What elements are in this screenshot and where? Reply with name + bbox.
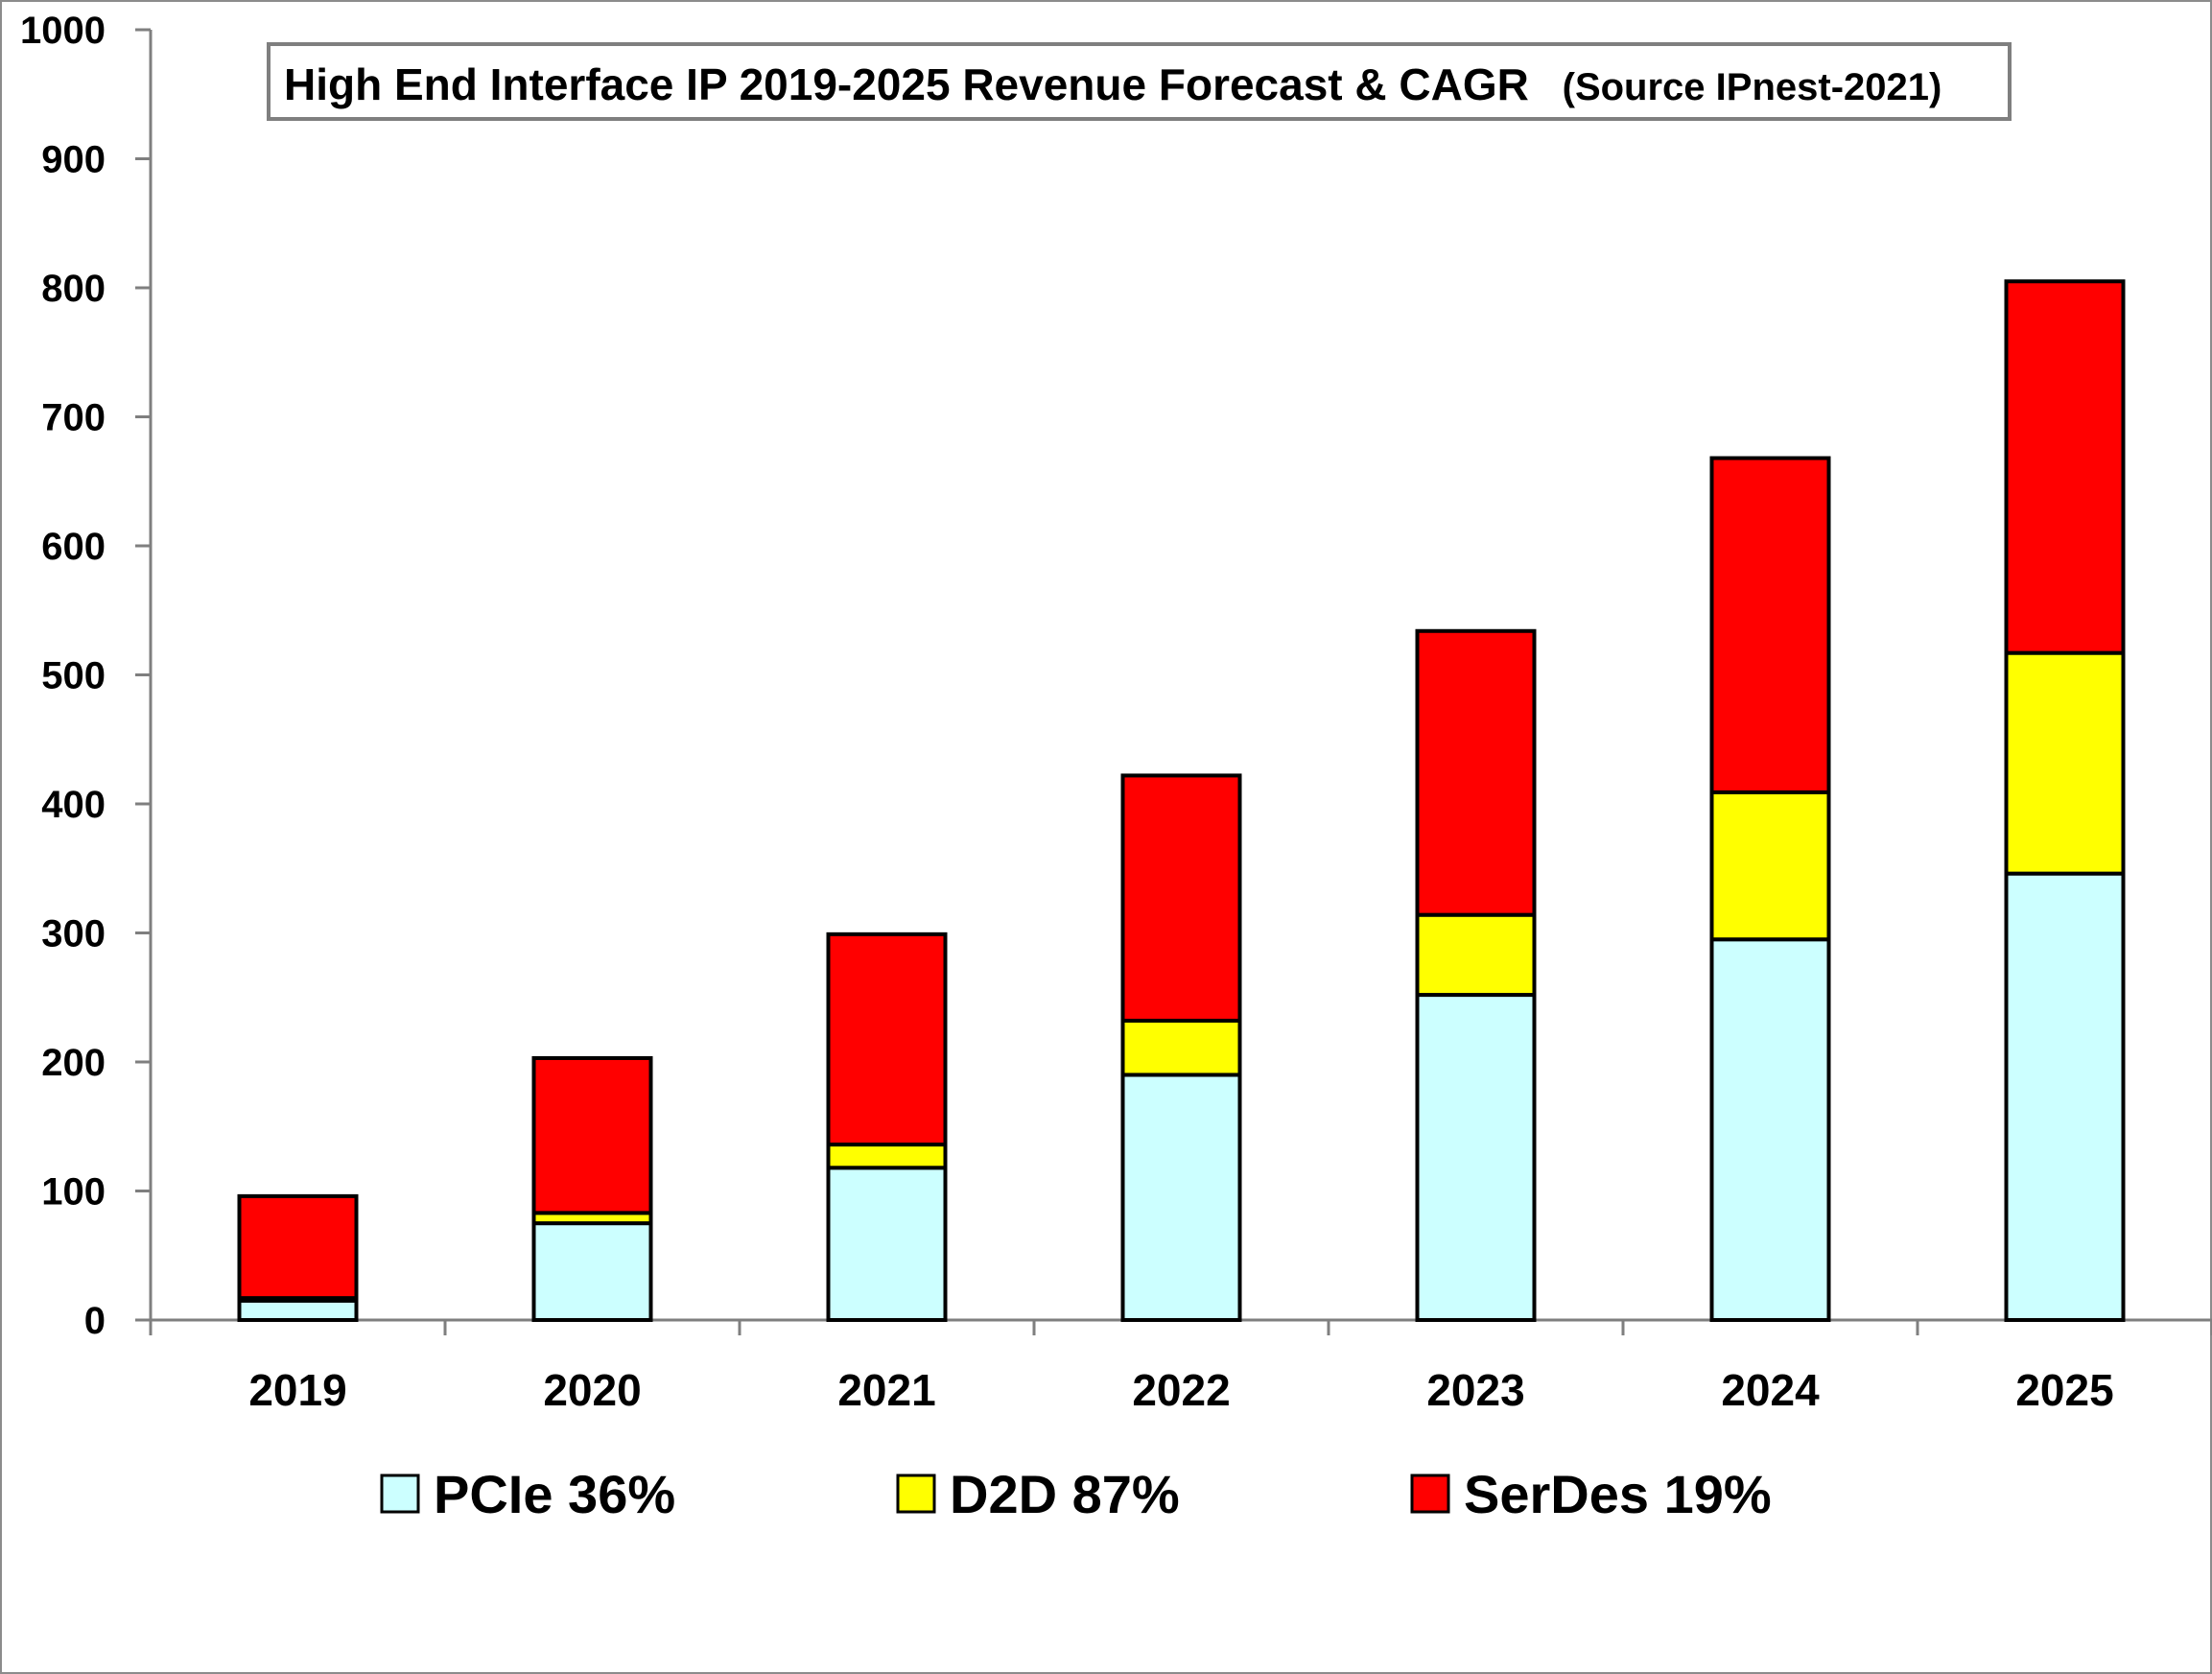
bar-segment-d2d-2021 — [826, 1143, 948, 1170]
y-tick-label: 500 — [41, 655, 106, 697]
bar-segment-serdes-2024 — [1709, 456, 1831, 794]
bar-segment-serdes-2022 — [1120, 773, 1242, 1023]
x-category-label: 2021 — [837, 1365, 935, 1415]
y-tick-label: 600 — [41, 526, 106, 568]
bar-segment-serdes-2020 — [531, 1055, 653, 1215]
legend-swatch-serdes — [1410, 1474, 1450, 1514]
bar-segment-pcie-2019 — [237, 1298, 359, 1322]
x-category-label: 2025 — [2015, 1365, 2113, 1415]
bar-segment-pcie-2024 — [1709, 937, 1831, 1322]
x-category-label: 2024 — [1721, 1365, 1820, 1415]
bars — [237, 279, 2126, 1323]
legend-swatch-pcie — [380, 1474, 420, 1514]
bar-segment-d2d-2024 — [1709, 790, 1831, 942]
bar-segment-serdes-2023 — [1415, 628, 1537, 917]
chart-title-box: High End Interface IP 2019-2025 Revenue … — [267, 42, 2012, 121]
bar-segment-pcie-2025 — [2004, 871, 2126, 1322]
legend-item-pcie: PCIe 36% — [380, 1464, 675, 1524]
y-tick-label: 0 — [84, 1300, 106, 1342]
x-category-label: 2020 — [543, 1365, 641, 1415]
legend-label-d2d: D2D 87% — [950, 1464, 1180, 1524]
bar-segment-pcie-2020 — [531, 1221, 653, 1322]
x-category-label: 2023 — [1426, 1365, 1524, 1415]
bar-segment-serdes-2019 — [237, 1193, 359, 1301]
legend-item-serdes: SerDes 19% — [1410, 1464, 1772, 1524]
bar-segment-pcie-2021 — [826, 1166, 948, 1323]
bar-segment-serdes-2021 — [826, 931, 948, 1147]
y-tick-label: 900 — [41, 139, 106, 181]
chart-title-source: (Source IPnest-2021) — [1563, 66, 1942, 108]
y-tick-label: 200 — [41, 1042, 106, 1084]
axes: 0 100 200 300 400 500 600 700 800 900 1000 2019 2020… — [20, 10, 2212, 1415]
y-tick-label: 800 — [41, 268, 106, 310]
legend-item-d2d: D2D 87% — [896, 1464, 1180, 1524]
bar-segment-pcie-2022 — [1120, 1073, 1242, 1322]
bar-segment-d2d-2022 — [1120, 1018, 1242, 1077]
legend: PCIe 36% D2D 87% SerDes 19% — [380, 1464, 1772, 1524]
x-category-label: 2022 — [1132, 1365, 1230, 1415]
y-tick-label: 700 — [41, 397, 106, 439]
bar-segment-d2d-2023 — [1415, 912, 1537, 998]
chart-title: High End Interface IP 2019-2025 Revenue … — [284, 59, 1941, 109]
legend-label-pcie: PCIe 36% — [434, 1464, 675, 1524]
y-tick-label: 1000 — [20, 10, 106, 52]
bar-segment-serdes-2025 — [2004, 279, 2126, 655]
bar-segment-pcie-2023 — [1415, 993, 1537, 1323]
x-category-label: 2019 — [248, 1365, 346, 1415]
bar-segment-d2d-2025 — [2004, 650, 2126, 876]
chart-title-main: High End Interface IP 2019-2025 Revenue … — [284, 59, 1529, 109]
legend-swatch-d2d — [896, 1474, 936, 1514]
y-tick-label: 400 — [41, 784, 106, 826]
title-border — [267, 42, 2012, 121]
legend-label-serdes: SerDes 19% — [1464, 1464, 1772, 1524]
y-tick-label: 100 — [41, 1171, 106, 1214]
y-tick-label: 300 — [41, 913, 106, 955]
